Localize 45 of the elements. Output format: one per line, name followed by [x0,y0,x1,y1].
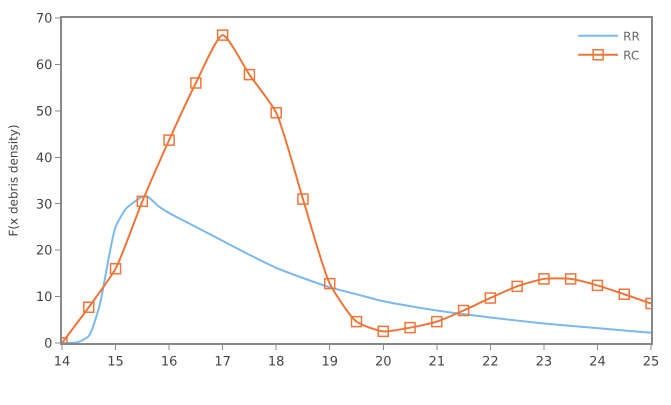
y-tick-label: 40 [36,150,52,166]
x-tick-label: 23 [536,354,552,370]
x-tick-label: 15 [107,354,124,370]
x-tick-label: 17 [214,354,231,370]
point [431,316,443,328]
point [404,322,416,334]
point [378,326,390,338]
legend-label: RC [623,48,640,62]
x-tick-label: 20 [374,354,392,370]
point [190,77,202,89]
y-tick-label: 0 [44,336,52,352]
x-tick-label: 19 [321,354,338,370]
point [592,280,604,292]
x-tick-label: 24 [589,354,606,370]
point [458,304,470,316]
point [216,29,228,41]
point [484,292,496,304]
y-tick-label: 70 [36,12,52,27]
point [270,106,282,118]
point [83,302,95,313]
y-tick-label: 20 [36,244,52,259]
point [244,68,256,80]
y-tick-label: 50 [36,104,52,120]
point [163,134,175,146]
point [350,316,362,328]
point [110,262,122,274]
point [564,273,576,285]
point [538,273,550,285]
x-tick-label: 25 [642,354,660,370]
y-tick-label: 10 [36,290,52,306]
point [297,193,309,205]
x-tick-label: 16 [160,354,178,370]
x-tick-label: 14 [54,354,70,370]
point [511,280,523,292]
line-series [62,196,651,343]
point [324,278,336,290]
point [136,196,148,208]
x-tick-label: 18 [268,354,284,370]
y-tick-label: 30 [36,197,52,212]
point [618,288,630,300]
x-tick-label: 21 [428,354,446,370]
x-tick-label: 22 [482,354,499,370]
legend-label: RR [623,29,640,44]
y-tick-label: 60 [36,58,52,73]
y-axis-title: F(x debris density) [6,124,21,237]
